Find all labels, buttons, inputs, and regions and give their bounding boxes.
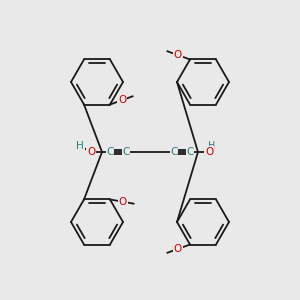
Text: O: O <box>87 147 95 157</box>
Text: O: O <box>205 147 213 157</box>
Text: C: C <box>122 147 130 157</box>
Text: O: O <box>174 50 182 60</box>
Text: H: H <box>208 141 216 151</box>
Text: C: C <box>186 147 194 157</box>
Text: C: C <box>106 147 114 157</box>
Text: H: H <box>76 141 84 151</box>
Text: O: O <box>118 95 126 105</box>
Text: O: O <box>174 244 182 254</box>
Text: O: O <box>119 197 127 207</box>
Text: C: C <box>170 147 178 157</box>
